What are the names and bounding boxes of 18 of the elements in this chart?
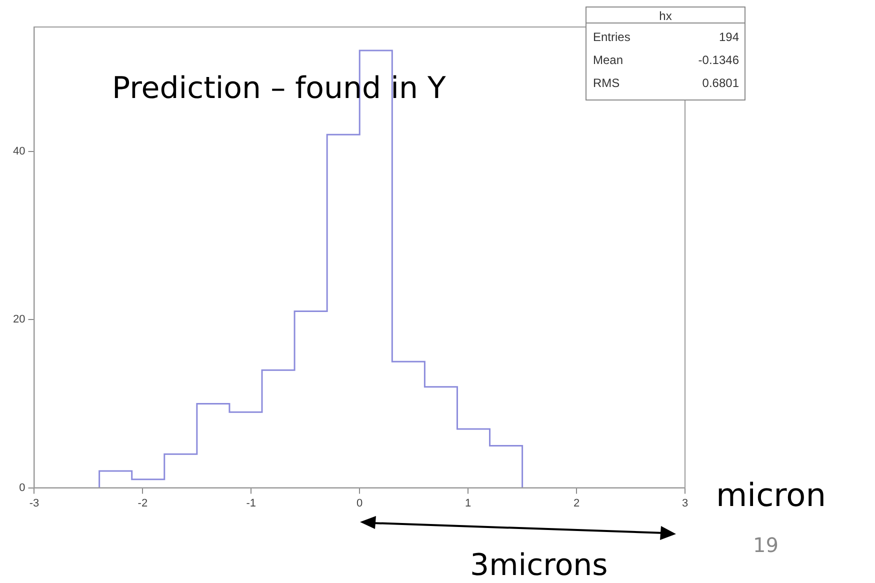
x-tick-label: 1 [465, 497, 472, 510]
x-tick-label: -3 [29, 497, 40, 510]
y-tick-label: 0 [19, 482, 26, 494]
text: Prediction – found in Y [112, 71, 447, 106]
x-tick-label: -2 [138, 497, 148, 510]
x-tick-label: 3 [682, 497, 688, 510]
y-tick-label: 40 [12, 145, 26, 158]
text: RMS 0.6801 [593, 76, 739, 90]
text: Mean -0.1346 [593, 53, 739, 67]
text: hx [659, 9, 672, 23]
text: 19 [753, 533, 778, 557]
y-tick-label: 20 [12, 314, 26, 326]
text: 3microns [470, 548, 608, 583]
x-tick-label: 0 [356, 497, 363, 510]
x-tick-label: -1 [246, 497, 256, 510]
text: Entries 194 [593, 30, 739, 44]
x-tick-label: 2 [573, 497, 580, 510]
x-axis-title: micron [716, 476, 826, 514]
